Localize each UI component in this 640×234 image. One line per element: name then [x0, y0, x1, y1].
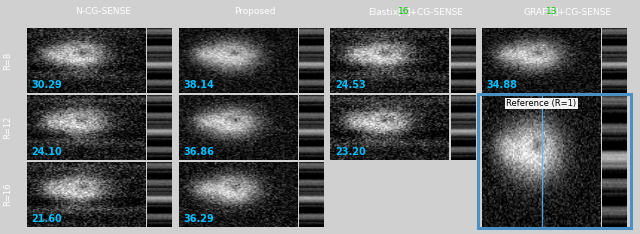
Text: R=8: R=8 [3, 51, 12, 69]
Text: R=12: R=12 [3, 116, 12, 139]
Text: 38.14: 38.14 [183, 80, 214, 90]
Text: 36.29: 36.29 [183, 214, 214, 224]
Text: 34.88: 34.88 [486, 80, 518, 90]
Text: 13: 13 [547, 7, 557, 16]
Text: N-CG-SENSE: N-CG-SENSE [75, 7, 131, 16]
Text: 24.53: 24.53 [335, 80, 365, 90]
Text: 30.29: 30.29 [31, 80, 62, 90]
Text: ]+CG-SENSE: ]+CG-SENSE [554, 7, 611, 16]
Text: 36.86: 36.86 [183, 147, 214, 157]
Text: 16: 16 [398, 7, 410, 16]
Text: Proposed: Proposed [234, 7, 275, 16]
Text: 23.20: 23.20 [335, 147, 365, 157]
Text: GRAFT[: GRAFT[ [523, 7, 556, 16]
Text: R=16: R=16 [3, 183, 12, 206]
Text: Reference (R=1): Reference (R=1) [506, 99, 577, 108]
Text: Elastix[: Elastix[ [367, 7, 401, 16]
Text: 24.10: 24.10 [31, 147, 62, 157]
Text: ]+CG-SENSE: ]+CG-SENSE [406, 7, 463, 16]
Text: 21.60: 21.60 [31, 214, 62, 224]
